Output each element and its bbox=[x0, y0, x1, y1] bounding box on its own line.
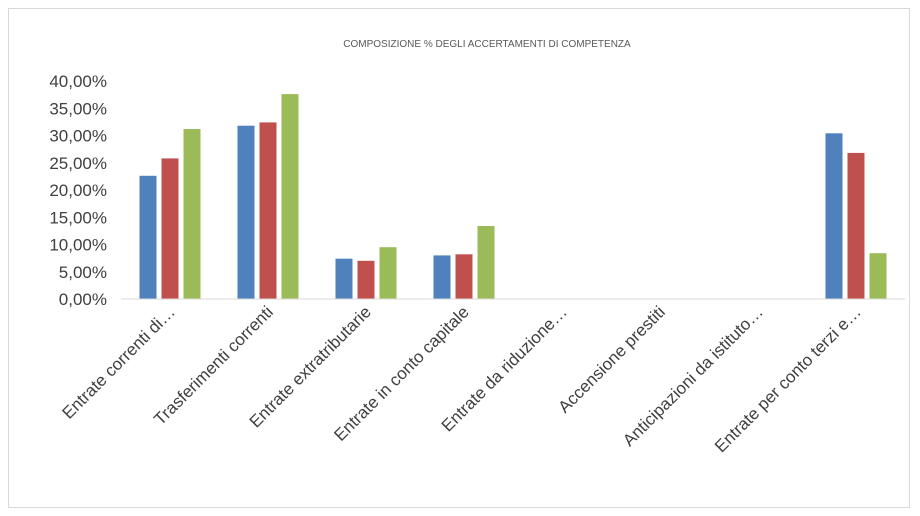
y-tick-label: 25,00% bbox=[49, 154, 107, 173]
x-axis: Entrate correnti di…Trasferimenti corren… bbox=[58, 302, 864, 456]
bar-series-1-cat-1 bbox=[139, 175, 157, 299]
bar-series-2-cat-4 bbox=[455, 254, 473, 299]
y-tick-label: 10,00% bbox=[49, 236, 107, 255]
y-tick-label: 30,00% bbox=[49, 127, 107, 146]
bar-series-3-cat-1 bbox=[183, 129, 201, 299]
y-tick-label: 35,00% bbox=[49, 99, 107, 118]
bar-series-1-cat-4 bbox=[433, 255, 451, 299]
bar-series-1-cat-8 bbox=[825, 133, 843, 299]
bar-series-3-cat-2 bbox=[281, 94, 299, 299]
chart-svg: COMPOSIZIONE % DEGLI ACCERTAMENTI DI COM… bbox=[49, 39, 905, 456]
x-tick-label: Accensione prestiti bbox=[554, 302, 668, 416]
bar-series-1-cat-3 bbox=[335, 258, 353, 299]
y-tick-label: 40,00% bbox=[49, 72, 107, 91]
y-tick-label: 0,00% bbox=[59, 290, 107, 309]
bar-series-3-cat-8 bbox=[869, 253, 887, 299]
bar-series-2-cat-2 bbox=[259, 122, 277, 300]
bars bbox=[139, 94, 887, 300]
y-tick-label: 5,00% bbox=[59, 263, 107, 282]
bar-series-1-cat-2 bbox=[237, 125, 255, 299]
bar-series-3-cat-4 bbox=[477, 226, 495, 299]
y-tick-label: 15,00% bbox=[49, 208, 107, 227]
y-axis: 0,00% 5,00% 10,00% 15,00% 20,00% 25,00% 30,00%… bbox=[49, 72, 107, 309]
bar-series-2-cat-8 bbox=[847, 152, 865, 299]
chart-frame: COMPOSIZIONE % DEGLI ACCERTAMENTI DI COM… bbox=[8, 8, 910, 508]
bar-series-2-cat-1 bbox=[161, 158, 179, 299]
bar-series-3-cat-3 bbox=[379, 247, 397, 299]
bar-series-2-cat-3 bbox=[357, 260, 375, 299]
y-tick-label: 20,00% bbox=[49, 181, 107, 200]
chart-title: COMPOSIZIONE % DEGLI ACCERTAMENTI DI COM… bbox=[343, 39, 631, 50]
